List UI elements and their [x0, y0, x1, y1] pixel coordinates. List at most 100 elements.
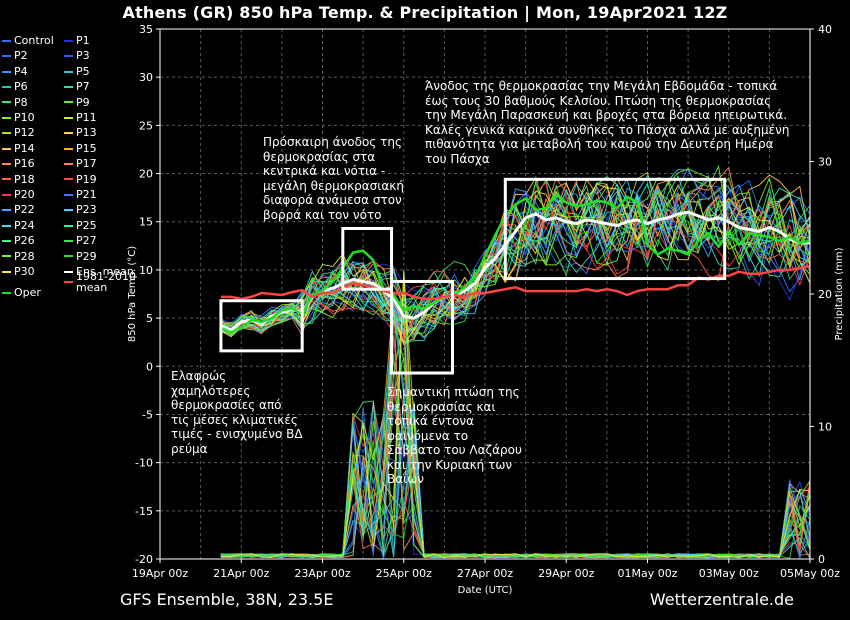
- legend-item: P5: [64, 64, 90, 79]
- highlight-box: [503, 177, 727, 281]
- site-label: Wetterzentrale.de: [649, 590, 794, 609]
- legend-item: 1981-2010 mean: [64, 271, 136, 293]
- series-line: [220, 193, 811, 334]
- legend-label: P18: [14, 172, 35, 186]
- legend-label: Ens. mean: [76, 265, 134, 278]
- legend-swatch: [64, 70, 73, 73]
- y-axis-label: 850 hPa Temp. (°C): [127, 246, 138, 342]
- y-tick-label: -20: [135, 553, 153, 566]
- legend-swatch: [64, 39, 73, 42]
- legend-label: P28: [14, 249, 35, 263]
- y-tick-label: 20: [139, 168, 153, 181]
- chart-title: Athens (GR) 850 hPa Temp. & Precipitatio…: [122, 3, 728, 22]
- legend-label: P11: [76, 111, 97, 124]
- y-tick-label: 5: [146, 312, 153, 325]
- legend-label: P29: [76, 249, 97, 263]
- legend-item: P21: [64, 187, 97, 202]
- legend-swatch: [64, 239, 73, 242]
- legend-swatch: [2, 178, 11, 181]
- legend-swatch: [64, 55, 73, 58]
- annotation-boxes: [219, 177, 727, 375]
- legend-item: P25: [64, 218, 97, 233]
- legend-label: P21: [76, 188, 97, 201]
- legend-swatch: [64, 85, 73, 88]
- x-tick-label: 01May 00z: [617, 567, 677, 580]
- legend-label: P17: [76, 157, 97, 171]
- legend-label: P6: [14, 80, 28, 94]
- legend-item: P7: [64, 79, 90, 94]
- legend-swatch: [2, 193, 11, 196]
- legend-label: P4: [14, 64, 28, 78]
- highlight-box: [390, 279, 454, 375]
- legend-label: P9: [76, 95, 90, 109]
- legend-item: P23: [64, 202, 97, 217]
- legend-item: P12: [2, 125, 35, 140]
- legend-label: P20: [14, 188, 35, 201]
- legend-item: P18: [2, 172, 35, 187]
- x-tick-label: 05May 00z: [780, 567, 840, 580]
- legend-item: Control: [2, 33, 54, 48]
- legend-label: P8: [14, 95, 28, 109]
- legend-swatch: [2, 70, 11, 73]
- annotation-temp-rise: Πρόσκαιρη άνοδος της θερμοκρασίας στα κε…: [263, 135, 404, 222]
- legend-item: P4: [2, 64, 28, 79]
- y2-tick-label: 0: [818, 553, 825, 566]
- legend-swatch: [2, 147, 11, 150]
- legend-item: P11: [64, 110, 97, 125]
- legend-swatch: [64, 193, 73, 196]
- legend-item: P20: [2, 187, 35, 202]
- legend-item: P19: [64, 172, 97, 187]
- legend-label: P3: [76, 49, 90, 63]
- x-axis-label: Date (UTC): [458, 585, 513, 596]
- legend-label: P19: [76, 172, 97, 186]
- legend-item: P26: [2, 233, 35, 248]
- y-tick-label: -15: [135, 505, 153, 518]
- legend-item: P29: [64, 249, 97, 264]
- legend-swatch: [2, 101, 11, 104]
- legend-item: P10: [2, 110, 35, 125]
- legend-label: P16: [14, 157, 35, 171]
- legend-label: P22: [14, 203, 35, 217]
- legend-swatch: [2, 209, 11, 212]
- y-tick-label: -5: [142, 408, 153, 421]
- legend-swatch: [64, 162, 73, 165]
- legend-label: P7: [76, 80, 90, 94]
- y2-tick-label: 20: [818, 288, 832, 301]
- legend-item: P15: [64, 141, 97, 156]
- legend-item: P9: [64, 95, 90, 110]
- legend-label: P27: [76, 234, 97, 248]
- legend-swatch: [2, 239, 11, 242]
- legend-swatch: [2, 39, 11, 42]
- legend-swatch: [64, 132, 73, 135]
- legend-item: P27: [64, 233, 97, 248]
- legend-label: P23: [76, 203, 97, 217]
- legend-label: P14: [14, 141, 35, 155]
- legend-label: Oper: [14, 286, 41, 300]
- legend-item: P1: [64, 33, 90, 48]
- legend-label: P25: [76, 218, 97, 232]
- legend-label: P2: [14, 49, 28, 63]
- legend-item: P22: [2, 202, 35, 217]
- legend-item: Oper: [2, 285, 41, 300]
- legend-swatch: [2, 224, 11, 227]
- series-line: [220, 264, 811, 301]
- x-tick-label: 29Apr 00z: [538, 567, 595, 580]
- legend-label: P12: [14, 126, 35, 140]
- legend-swatch: [64, 147, 73, 150]
- legend-item: P8: [2, 95, 28, 110]
- legend-item: P30: [2, 264, 35, 279]
- member-line: [220, 185, 811, 338]
- y-tick-label: 25: [139, 119, 153, 132]
- y-tick-label: 35: [139, 23, 153, 36]
- x-tick-label: 21Apr 00z: [213, 567, 270, 580]
- legend-swatch: [64, 224, 73, 227]
- legend-label: Control: [14, 34, 54, 47]
- x-tick-label: 25Apr 00z: [376, 567, 433, 580]
- legend-label: 1981-2010 mean: [76, 270, 136, 295]
- legend-label: P5: [76, 64, 90, 78]
- legend-swatch: [64, 209, 73, 212]
- y2-tick-label: 30: [818, 156, 832, 169]
- legend-swatch: [2, 55, 11, 58]
- x-tick-label: 23Apr 00z: [294, 567, 351, 580]
